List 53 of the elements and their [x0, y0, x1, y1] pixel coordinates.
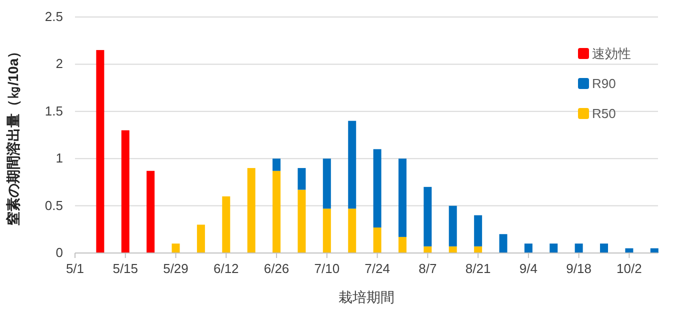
bar [222, 196, 230, 253]
y-tick-label: 2.5 [44, 9, 63, 24]
bar [398, 236, 406, 253]
x-tick-label: 7/24 [364, 261, 390, 276]
bar [448, 246, 457, 253]
legend-label: R90 [592, 76, 616, 91]
bar [348, 120, 356, 209]
x-tick-label: 8/21 [465, 261, 491, 276]
bar [322, 208, 331, 253]
x-tick-label: 5/29 [163, 261, 188, 276]
bar [172, 244, 180, 253]
bar [373, 149, 382, 228]
bar [448, 206, 457, 246]
bar [272, 170, 281, 253]
bar [121, 130, 130, 253]
bar [424, 186, 432, 246]
bar [474, 215, 482, 246]
x-tick-label: 5/15 [112, 261, 138, 276]
legend-label: R50 [592, 106, 616, 121]
y-tick-label: 0 [56, 245, 63, 260]
bar [348, 208, 356, 253]
y-tick-label: 1.5 [44, 103, 63, 118]
bar [298, 190, 306, 253]
x-axis-title: 栽培期間 [338, 289, 394, 305]
x-tick-label: 9/4 [519, 261, 538, 276]
y-axis-title: 窒素の期間溶出量（㎏/10a） [5, 44, 21, 226]
bar [600, 244, 608, 253]
y-tick-label: 2 [56, 56, 63, 72]
bar [398, 158, 406, 237]
bar [574, 244, 583, 253]
x-tick-label: 6/12 [213, 261, 239, 276]
bar [474, 246, 482, 253]
x-tick-label: 5/1 [66, 261, 84, 276]
x-tick-label: 8/7 [418, 261, 437, 276]
bar [322, 158, 331, 209]
bar [247, 168, 256, 253]
y-tick-label: 1 [56, 150, 63, 166]
bar [298, 168, 306, 190]
bar [272, 158, 281, 171]
x-tick-label: 10/2 [616, 261, 642, 276]
bar [499, 234, 508, 253]
x-tick-label: 9/18 [566, 261, 592, 276]
bar [96, 50, 104, 253]
y-tick-label: 0.5 [44, 198, 63, 213]
bar [524, 244, 532, 253]
bar [550, 244, 558, 253]
bar [196, 224, 205, 253]
legend-label: 速効性 [592, 46, 631, 61]
bar [146, 170, 155, 253]
x-tick-label: 6/26 [264, 261, 290, 276]
x-tick-label: 7/10 [314, 261, 340, 276]
bar [424, 246, 432, 253]
bar [373, 228, 382, 253]
